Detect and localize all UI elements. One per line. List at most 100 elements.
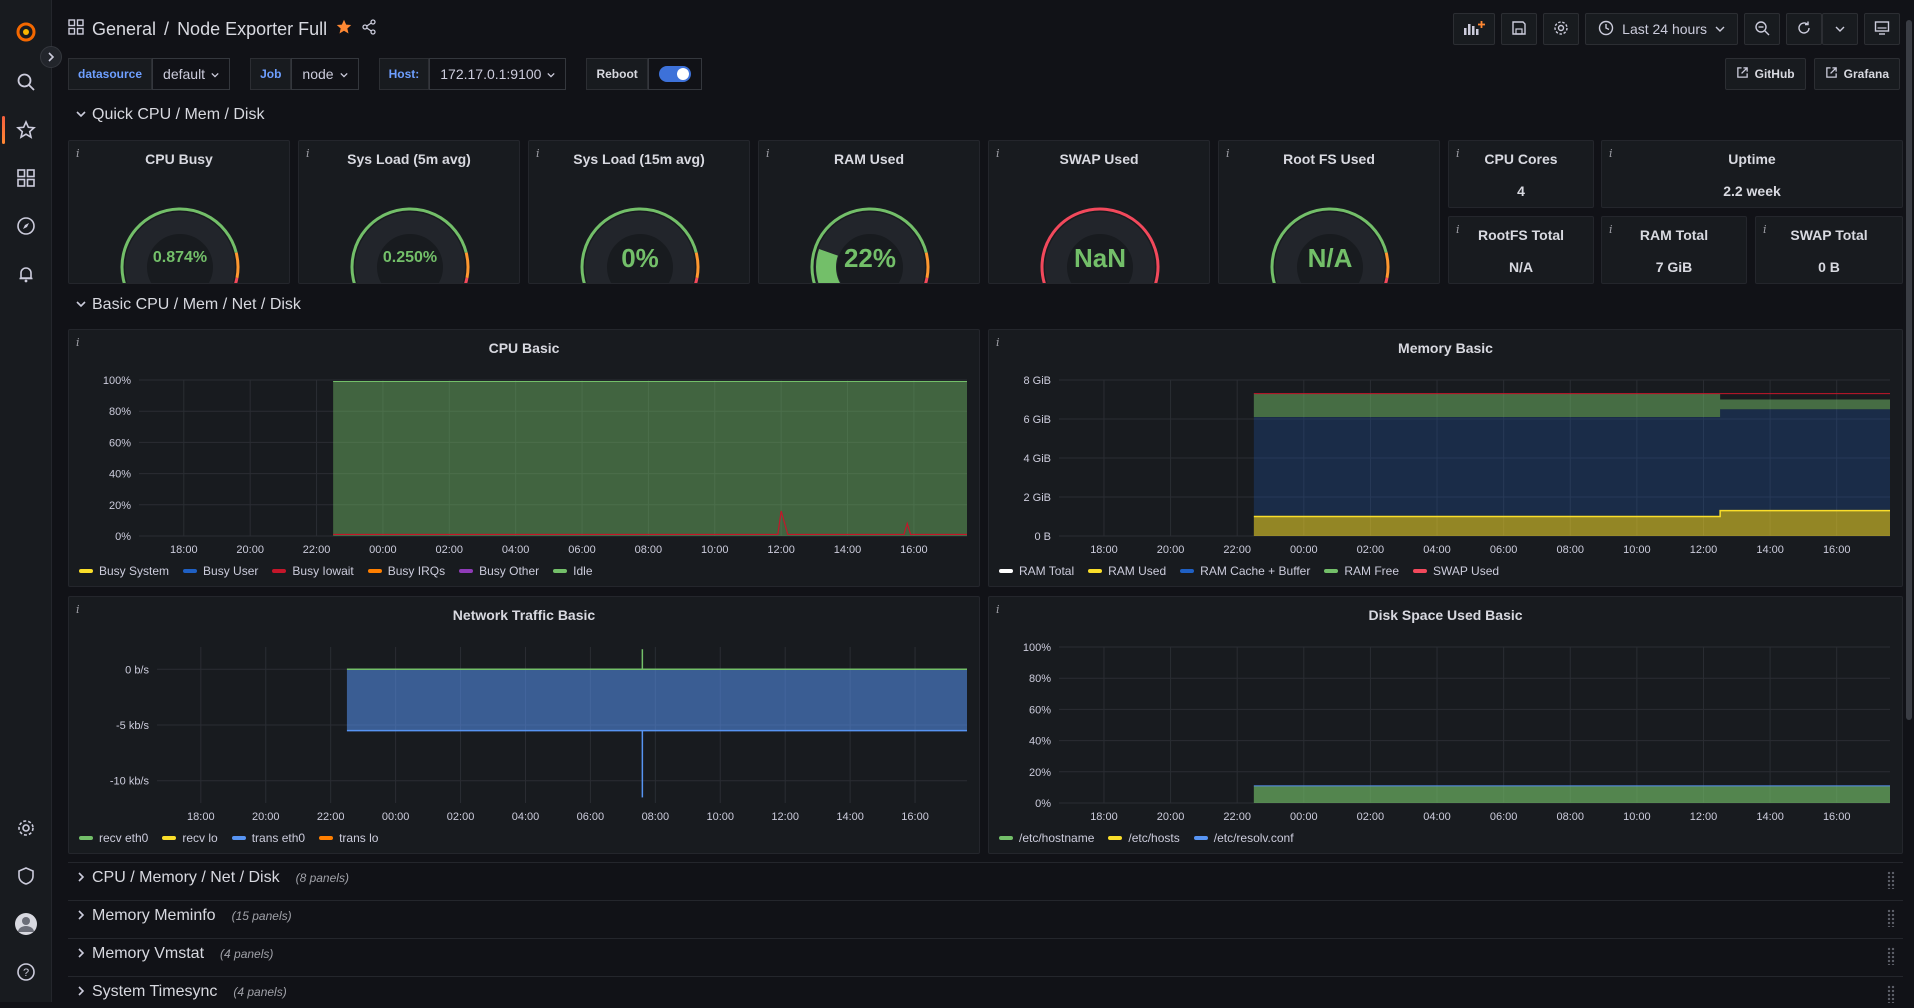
grafana-link[interactable]: Grafana <box>1813 58 1900 90</box>
legend-item[interactable]: recv lo <box>162 831 218 845</box>
legend-item[interactable]: recv eth0 <box>79 831 148 845</box>
panel-info-icon[interactable]: i <box>766 147 770 160</box>
panel-info-icon[interactable]: i <box>996 147 1000 160</box>
gauge-threshold-arc <box>464 277 469 283</box>
legend-item[interactable]: /etc/hostname <box>999 831 1094 845</box>
y-tick-label: 20% <box>1029 767 1051 779</box>
legend-item[interactable]: /etc/hosts <box>1108 831 1180 845</box>
gauge-panel[interactable]: i Root FS Used N/A <box>1218 140 1440 284</box>
panel-info-icon[interactable]: i <box>76 603 80 616</box>
panel-info-icon[interactable]: i <box>76 147 80 160</box>
collapsed-row[interactable]: System Timesync (4 panels) <box>68 976 1903 1008</box>
gauge-panel[interactable]: i Sys Load (15m avg) 0% <box>528 140 750 284</box>
refresh-button[interactable] <box>1786 13 1822 45</box>
help-icon[interactable]: ? <box>12 958 40 986</box>
dashboards-icon[interactable] <box>12 164 40 192</box>
graph-panel[interactable]: i Disk Space Used Basic 0% 20% 40% 60% 80% 100%… <box>988 596 1903 854</box>
configuration-gear-icon[interactable] <box>12 814 40 842</box>
reboot-toggle[interactable] <box>658 66 691 82</box>
row-basic-header[interactable]: Basic CPU / Mem / Net / Disk <box>76 296 301 314</box>
panel-info-icon[interactable]: i <box>1456 223 1460 236</box>
page-scrollbar[interactable] <box>1906 20 1912 720</box>
panel-info-icon[interactable]: i <box>996 603 1000 616</box>
drag-handle-icon[interactable] <box>1887 909 1895 927</box>
dashboard-settings-button[interactable] <box>1543 13 1580 45</box>
side-nav: ? <box>0 0 52 1002</box>
chevron-down-icon <box>547 66 556 82</box>
legend-item[interactable]: /etc/resolv.conf <box>1193 831 1294 845</box>
variable-select[interactable]: node <box>291 58 359 90</box>
refresh-icon <box>1796 20 1812 39</box>
legend-item[interactable]: Busy Other <box>459 564 539 578</box>
legend-item[interactable]: Busy User <box>183 564 258 578</box>
zoom-out-button[interactable] <box>1744 13 1780 45</box>
save-dashboard-button[interactable] <box>1501 13 1538 45</box>
add-panel-button[interactable] <box>1453 13 1496 45</box>
legend-swatch <box>459 569 474 573</box>
graph-panel[interactable]: i Network Traffic Basic 0 b/s -5 kb/s -10 kb… <box>68 596 980 854</box>
y-tick-label: 40% <box>109 469 131 481</box>
gauge-threshold-arc <box>1040 207 1160 283</box>
tv-mode-button[interactable] <box>1864 13 1900 45</box>
graph-panel[interactable]: i CPU Basic 0% 20% 40% 60% 80% 100% 18:00 20:00 22… <box>68 329 980 587</box>
panel-info-icon[interactable]: i <box>1226 147 1230 160</box>
gauge-track <box>1275 212 1385 283</box>
expand-sidebar-chevron-icon[interactable] <box>40 46 62 68</box>
github-link[interactable]: GitHub <box>1724 58 1806 90</box>
legend-item[interactable]: Busy IRQs <box>367 564 445 578</box>
legend-item[interactable]: Busy Iowait <box>272 564 354 578</box>
legend-item[interactable]: SWAP Used <box>1413 564 1499 578</box>
legend-item[interactable]: RAM Used <box>1088 564 1166 578</box>
legend-item[interactable]: Busy System <box>79 564 169 578</box>
share-icon[interactable] <box>361 19 377 40</box>
gauge-panel[interactable]: i Sys Load (5m avg) 0.250% <box>298 140 520 284</box>
stat-panel[interactable]: i RootFS Total N/A <box>1448 216 1594 284</box>
panel-info-icon[interactable]: i <box>76 336 80 349</box>
breadcrumb-folder[interactable]: General <box>92 19 157 39</box>
collapsed-row[interactable]: CPU / Memory / Net / Disk (8 panels) <box>68 862 1903 894</box>
stat-panel[interactable]: i Uptime 2.2 week <box>1601 140 1903 208</box>
legend-item[interactable]: Idle <box>553 564 593 578</box>
panel-info-icon[interactable]: i <box>1456 147 1460 160</box>
variable-select[interactable]: default <box>152 58 231 90</box>
panel-info-icon[interactable]: i <box>306 147 310 160</box>
search-icon[interactable] <box>12 68 40 96</box>
gauge-panel[interactable]: i SWAP Used NaN <box>988 140 1210 284</box>
row-quick-header[interactable]: Quick CPU / Mem / Disk <box>76 106 264 124</box>
explore-icon[interactable] <box>12 212 40 240</box>
drag-handle-icon[interactable] <box>1887 947 1895 965</box>
drag-handle-icon[interactable] <box>1887 985 1895 1003</box>
shield-icon[interactable] <box>12 862 40 890</box>
panel-info-icon[interactable]: i <box>1763 223 1767 236</box>
legend-item[interactable]: RAM Cache + Buffer <box>1180 564 1310 578</box>
gauge-panel[interactable]: i RAM Used 22% <box>758 140 980 284</box>
alerting-bell-icon[interactable] <box>12 260 40 288</box>
grafana-logo-icon[interactable] <box>12 18 40 46</box>
legend-item[interactable]: trans eth0 <box>231 831 305 845</box>
graph-panel[interactable]: i Memory Basic 0 B 2 GiB 4 GiB 6 GiB 8 GiB 18:0… <box>988 329 1903 587</box>
collapsed-row[interactable]: Memory Vmstat (4 panels) <box>68 938 1903 970</box>
panel-info-icon[interactable]: i <box>996 336 1000 349</box>
starred-icon[interactable] <box>12 116 40 144</box>
panel-info-icon[interactable]: i <box>1609 223 1613 236</box>
stat-panel[interactable]: i RAM Total 7 GiB <box>1601 216 1747 284</box>
legend-swatch <box>367 569 382 573</box>
variable-select[interactable]: 172.17.0.1:9100 <box>429 58 567 90</box>
dashboard-toolbar: Last 24 hours <box>1453 13 1900 45</box>
user-avatar-icon[interactable] <box>12 910 40 938</box>
stat-panel[interactable]: i CPU Cores 4 <box>1448 140 1594 208</box>
time-picker-button[interactable]: Last 24 hours <box>1585 13 1738 45</box>
legend-item[interactable]: RAM Free <box>1324 564 1399 578</box>
stat-panel[interactable]: i SWAP Total 0 B <box>1755 216 1903 284</box>
drag-handle-icon[interactable] <box>1887 871 1895 889</box>
panel-info-icon[interactable]: i <box>1609 147 1613 160</box>
gauge-panel[interactable]: i CPU Busy 0.874% <box>68 140 290 284</box>
dashboard-title[interactable]: Node Exporter Full <box>177 19 328 39</box>
panel-info-icon[interactable]: i <box>536 147 540 160</box>
legend-label: /etc/resolv.conf <box>1213 831 1294 845</box>
legend-item[interactable]: trans lo <box>319 831 378 845</box>
refresh-interval-dropdown[interactable] <box>1822 13 1858 45</box>
star-favorite-icon[interactable] <box>335 18 353 41</box>
legend-item[interactable]: RAM Total <box>999 564 1074 578</box>
collapsed-row[interactable]: Memory Meminfo (15 panels) <box>68 900 1903 932</box>
